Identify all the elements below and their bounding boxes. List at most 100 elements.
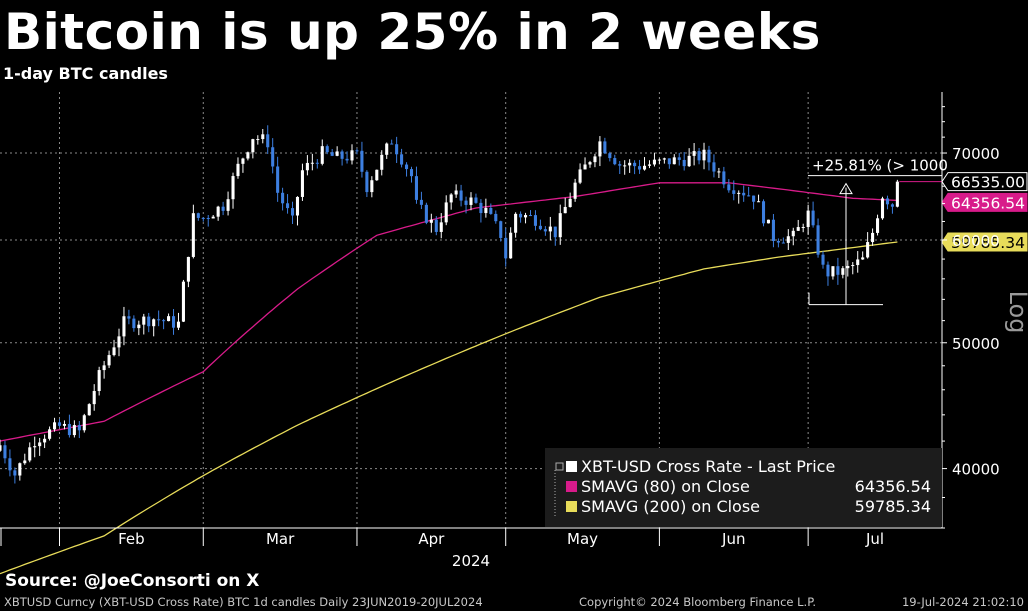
candle-down — [504, 237, 508, 259]
candle-down — [390, 143, 394, 145]
candle-up — [791, 230, 795, 237]
sma200-tag-box — [941, 232, 1028, 252]
copyright-notice: Copyright© 2024 Bloomberg Finance L.P. — [579, 595, 816, 609]
axes: 40000 50000 60000 70000 Feb Mar Apr May Jun Jul 20… — [0, 92, 1028, 570]
candle-down — [479, 202, 483, 214]
legend-swatch — [566, 461, 577, 472]
candle-down — [836, 266, 840, 275]
candle-up — [216, 206, 220, 217]
candle-up — [62, 423, 66, 426]
candle-down — [826, 264, 830, 277]
candle-down — [697, 151, 701, 161]
candle-up — [231, 176, 235, 200]
sma80-tag-box — [941, 192, 1028, 212]
candle-down — [281, 192, 285, 204]
candle-up — [181, 281, 185, 322]
candle-down — [276, 166, 280, 193]
candle-up — [176, 321, 181, 328]
candle-down — [519, 213, 523, 218]
candle-down — [821, 254, 825, 265]
candle-down — [533, 215, 537, 226]
candle-down — [474, 197, 478, 203]
candle-down — [424, 204, 428, 223]
candle-up — [593, 156, 597, 163]
candle-up — [107, 355, 111, 366]
candle-down — [494, 213, 498, 222]
candle-down — [712, 162, 716, 172]
candle-up — [335, 151, 339, 156]
candle-down — [13, 470, 17, 476]
candle-down — [147, 316, 151, 327]
candle-down — [57, 422, 62, 426]
candle-up — [841, 268, 845, 275]
candle-up — [737, 192, 741, 194]
candle-up — [628, 162, 632, 166]
source-credit: Source: @JoeConsorti on X — [5, 571, 260, 591]
candle-up — [523, 215, 528, 218]
candle-up — [583, 164, 587, 170]
y-tick-label: 50000 — [952, 335, 1000, 353]
candle-up — [186, 256, 190, 282]
candle-up — [796, 227, 800, 231]
candle-up — [246, 152, 250, 159]
legend-series-value: 59785.34 — [855, 497, 931, 516]
candle-up — [880, 198, 885, 219]
candle-down — [77, 425, 81, 431]
candle-down — [667, 158, 671, 165]
candlesticks — [0, 125, 899, 484]
timestamp: 19-Jul-2024 21:02:10 — [901, 595, 1024, 609]
candle-up — [568, 198, 572, 207]
candle-up — [97, 370, 101, 392]
candle-up — [241, 158, 245, 164]
candle-up — [573, 182, 577, 199]
candle-down — [722, 171, 726, 185]
candle-up — [866, 242, 870, 258]
candle-up — [851, 265, 855, 267]
candle-up — [52, 422, 57, 430]
x-tick-label: Jul — [865, 530, 884, 548]
candle-down — [761, 201, 766, 224]
candle-up — [310, 162, 314, 164]
candle-down — [677, 157, 681, 160]
candle-up — [757, 201, 761, 203]
candle-up — [256, 139, 260, 141]
y-axis-title: Log — [1004, 291, 1028, 334]
candle-up — [801, 227, 805, 229]
candle-up — [449, 194, 453, 203]
legend-swatch — [566, 481, 577, 492]
candle-up — [48, 429, 52, 439]
candle-up — [429, 219, 433, 223]
candle-up — [28, 447, 32, 461]
security-description: XBTUSD Curncy (XBT-USD Cross Rate) BTC 1… — [4, 595, 483, 609]
candle-down — [355, 150, 359, 152]
y-tick-label: 60000 — [952, 232, 1000, 250]
candle-down — [271, 147, 275, 167]
candle-up — [167, 316, 171, 322]
candle-down — [162, 320, 166, 322]
candle-down — [201, 217, 205, 219]
candle-down — [409, 169, 414, 177]
candle-up — [647, 164, 652, 166]
legend-swatch — [566, 501, 577, 512]
candle-up — [122, 316, 126, 337]
candle-down — [434, 219, 438, 232]
candle-down — [315, 162, 319, 164]
sma200-tag-label: 59785.34 — [951, 234, 1025, 252]
candle-up — [33, 446, 37, 448]
x-tick-label: Apr — [418, 530, 445, 548]
candle-down — [325, 146, 329, 153]
candle-up — [72, 425, 76, 436]
candle-up — [82, 415, 86, 431]
candle-down — [538, 225, 542, 230]
candle-down — [747, 195, 751, 197]
candle-down — [603, 141, 607, 154]
candle-up — [137, 324, 141, 329]
candle-up — [439, 222, 443, 232]
candle-up — [509, 232, 513, 259]
candle-up — [226, 199, 230, 211]
candle-up — [856, 259, 860, 266]
candle-up — [786, 236, 790, 243]
legend-box — [545, 448, 942, 527]
